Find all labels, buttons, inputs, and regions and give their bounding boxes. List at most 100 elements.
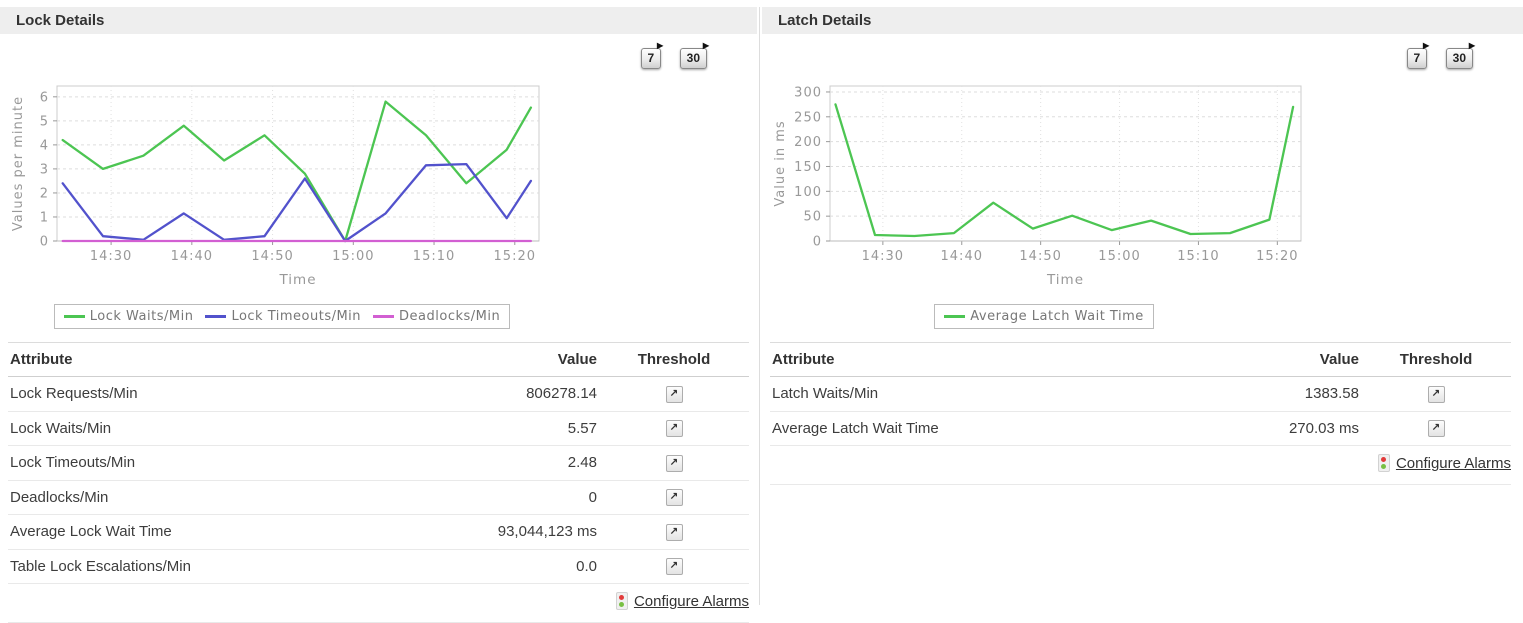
lock-line-chart: 0 1 2 3 4 5 6 14:30 14:40 14:50 15:00 15:10 15:20 Tim… [11,85,540,288]
svg-text:250: 250 [794,110,822,125]
history-7-days-button[interactable]: 7 ▶ [1406,42,1429,69]
table-row: Lock Waits/Min 5.57 ↗ [8,411,749,447]
configure-alarms[interactable]: Configure Alarms [615,592,749,611]
threshold-icon[interactable]: ↗ [665,454,683,472]
svg-text:15:20: 15:20 [494,249,536,264]
value-cell: 93,044,123 ms [475,514,597,550]
threshold-icon[interactable]: ↗ [1427,385,1445,403]
history-30-label: 30 [1452,51,1466,65]
attribute-cell: Table Lock Escalations/Min [8,549,475,585]
green-alarm-dot [1380,464,1386,470]
history-30-label: 30 [686,51,700,65]
legend-label: Deadlocks/Min [399,309,501,324]
threshold-cell: ↗ [597,445,749,481]
threshold-cell: ↗ [597,376,749,412]
attribute-cell: Average Lock Wait Time [8,514,475,550]
svg-text:Time: Time [278,272,316,288]
configure-alarms-link[interactable]: Configure Alarms [1395,454,1511,472]
table-row: Lock Requests/Min 806278.14 ↗ [8,376,749,412]
latch-chart-block: 0 50 100 150 200 250 300 14:30 14:40 14:50 15:00 15… [762,76,1523,329]
latch-history-buttons: 7 ▶ 30 ▶ [762,42,1523,70]
threshold-cell: ↗ [1359,411,1511,447]
legend-item: Lock Timeouts/Min [193,309,361,324]
panel-title: Lock Details [16,12,105,29]
threshold-icon[interactable]: ↗ [1427,420,1445,438]
attribute-column-header: Attribute [770,342,1237,377]
attribute-column-header: Attribute [8,342,475,377]
history-30-days-button[interactable]: 30 ▶ [1445,42,1475,69]
history-arrow-icon: ▶ [1468,41,1475,50]
legend-line-swatch [373,315,395,318]
threshold-column-header: Threshold [1359,342,1511,377]
table-row: Table Lock Escalations/Min 0.0 ↗ [8,549,749,585]
legend-line-swatch [205,315,227,318]
value-column-header: Value [475,342,597,377]
svg-text:15:00: 15:00 [332,249,374,264]
table-footer-row: Configure Alarms [770,445,1511,486]
legend-label: Lock Timeouts/Min [231,309,362,324]
red-alarm-dot [1380,457,1386,463]
latch-legend-wrap: Average Latch Wait Time [770,304,1318,329]
value-cell: 0.0 [475,549,597,585]
svg-text:15:10: 15:10 [1177,249,1219,264]
lock-history-buttons: 7 ▶ 30 ▶ [0,42,757,70]
panel-title: Latch Details [778,12,872,29]
value-cell: 270.03 ms [1237,411,1359,447]
svg-text:15:10: 15:10 [413,249,455,264]
svg-text:15:00: 15:00 [1098,249,1140,264]
lock-panel-header: Lock Details [0,7,757,34]
svg-text:14:50: 14:50 [1019,249,1061,264]
configure-alarms-link[interactable]: Configure Alarms [633,592,749,610]
threshold-cell: ↗ [597,514,749,550]
svg-text:Values per minute: Values per minute [11,96,26,231]
latch-panel-header: Latch Details [762,7,1523,34]
svg-text:1: 1 [40,210,49,225]
threshold-cell: ↗ [597,480,749,516]
history-arrow-icon: ▶ [702,41,709,50]
table-row: Average Lock Wait Time 93,044,123 ms ↗ [8,514,749,550]
db-monitor-dashboard: Lock Details 7 ▶ 30 ▶ 0 1 2 3 4 5 6 14:30 14:40 1… [0,7,1523,623]
threshold-icon[interactable]: ↗ [665,385,683,403]
threshold-icon[interactable]: ↗ [665,558,683,576]
history-30-days-button[interactable]: 30 ▶ [679,42,709,69]
svg-text:14:40: 14:40 [941,249,983,264]
svg-text:14:50: 14:50 [251,249,293,264]
threshold-cell: ↗ [597,411,749,447]
threshold-icon[interactable]: ↗ [665,489,683,507]
legend-line-swatch [63,315,85,318]
table-header-row: Attribute Value Threshold [8,342,749,377]
table-footer-row: Configure Alarms [8,583,749,623]
red-alarm-dot [618,595,624,601]
lock-legend-wrap: Lock Waits/Min Lock Timeouts/Min Deadlocks… [8,304,556,329]
svg-text:150: 150 [794,160,822,175]
attribute-cell: Deadlocks/Min [8,480,475,516]
history-arrow-icon: ▶ [657,41,664,50]
table-row: Lock Timeouts/Min 2.48 ↗ [8,445,749,481]
legend-item: Deadlocks/Min [361,309,500,324]
threshold-cell: ↗ [597,549,749,585]
threshold-icon[interactable]: ↗ [665,523,683,541]
svg-text:14:40: 14:40 [171,249,213,264]
value-cell: 806278.14 [475,376,597,412]
value-column-header: Value [1237,342,1359,377]
svg-text:200: 200 [794,135,822,150]
configure-alarms[interactable]: Configure Alarms [1377,454,1511,473]
svg-text:300: 300 [794,85,822,100]
latch-attributes-table: Attribute Value Threshold Latch Waits/Mi… [770,342,1511,486]
history-7-days-button[interactable]: 7 ▶ [640,42,663,69]
threshold-icon[interactable]: ↗ [665,420,683,438]
svg-text:100: 100 [794,185,822,200]
value-cell: 2.48 [475,445,597,481]
panel-divider [759,7,760,605]
table-header-row: Attribute Value Threshold [770,342,1511,377]
threshold-column-header: Threshold [597,342,749,377]
legend-line-swatch [944,315,966,318]
value-cell: 0 [475,480,597,516]
svg-text:14:30: 14:30 [862,249,904,264]
legend-item: Average Latch Wait Time [944,309,1144,324]
legend-label: Average Latch Wait Time [970,309,1144,324]
svg-text:0: 0 [40,235,49,250]
svg-text:14:30: 14:30 [90,249,132,264]
legend-label: Lock Waits/Min [89,309,194,324]
lock-chart-block: 0 1 2 3 4 5 6 14:30 14:40 14:50 15:00 15:10 15:20 Tim… [0,76,757,329]
